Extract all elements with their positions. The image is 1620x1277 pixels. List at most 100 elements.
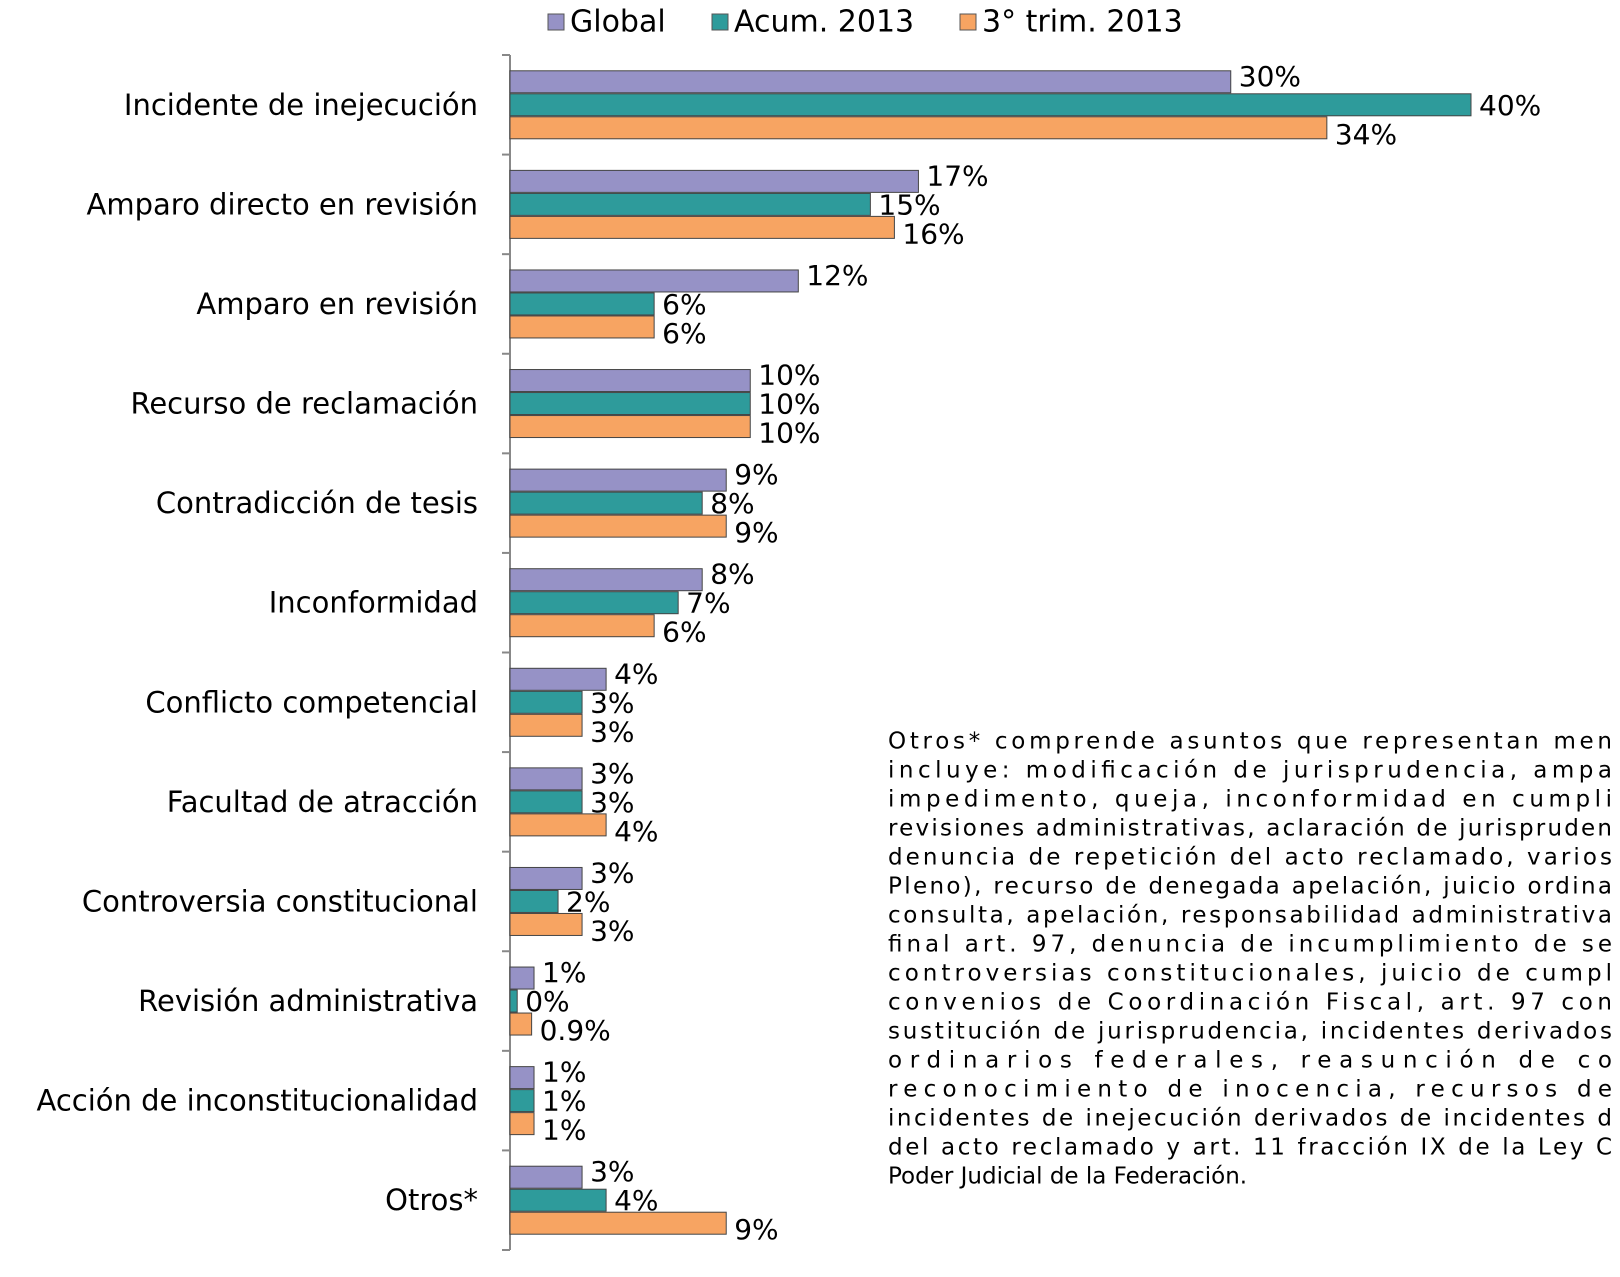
bar	[509, 269, 799, 293]
value-label: 17%	[926, 159, 988, 192]
bar	[509, 215, 895, 239]
category-label: Facultad de atracción	[167, 785, 478, 819]
bar	[509, 568, 703, 592]
category-label: Acción de inconstitucionalidad	[37, 1084, 478, 1118]
category-label: Inconformidad	[269, 586, 478, 620]
bar	[509, 1012, 533, 1036]
bar	[509, 514, 727, 538]
note-line: incidentes de inejecución derivados de i…	[888, 1106, 1612, 1132]
bar	[509, 93, 1472, 117]
value-label: 30%	[1239, 60, 1301, 93]
bar	[509, 1165, 583, 1189]
category-label: Otros*	[385, 1183, 478, 1217]
note-line: del acto reclamado y art. 11 fracción IX…	[888, 1135, 1612, 1161]
bar	[509, 966, 535, 990]
legend-swatch	[711, 13, 729, 31]
value-label: 12%	[806, 259, 868, 292]
value-label: 3%	[590, 757, 634, 790]
category-label: Amparo directo en revisión	[87, 187, 478, 221]
category-label: Controversia constitucional	[82, 884, 478, 918]
bar	[509, 415, 751, 439]
bar	[509, 667, 607, 691]
value-label: 4%	[614, 657, 658, 690]
value-label: 1%	[542, 1085, 586, 1118]
bar	[509, 468, 727, 492]
value-label: 3%	[590, 1155, 634, 1188]
value-label: 3%	[590, 686, 634, 719]
value-label: 40%	[1479, 89, 1541, 122]
note-line: Otros* comprende asuntos que representan…	[888, 729, 1612, 755]
category-label: Recurso de reclamación	[130, 387, 478, 421]
note-line: convenios de Coordinación Fiscal, art. 9…	[888, 990, 1612, 1016]
note-line: reconocimiento de inocencia, recursos de	[888, 1077, 1612, 1103]
value-label: 0.9%	[540, 1014, 611, 1047]
bar	[509, 767, 583, 791]
note-line: controversias constitucionales, juicio d…	[888, 961, 1612, 987]
bar	[509, 614, 655, 638]
bar	[509, 392, 751, 416]
bar	[509, 369, 751, 393]
category-label: Revisión administrativa	[138, 984, 478, 1018]
note-line: ordinarios federales, reasunción de co	[888, 1048, 1612, 1074]
bar	[509, 690, 583, 714]
bar	[509, 1188, 607, 1212]
value-label: 4%	[614, 815, 658, 848]
value-label: 8%	[710, 558, 754, 591]
note-line: impedimento, queja, inconformidad en cum…	[888, 787, 1612, 813]
category-label: Conflicto competencial	[145, 685, 478, 719]
legend-swatch	[959, 13, 977, 31]
value-label: 7%	[686, 587, 730, 620]
value-label: 1%	[542, 956, 586, 989]
note-line: denuncia de repetición del acto reclamad…	[888, 845, 1612, 871]
bar	[509, 292, 655, 316]
value-label: 1%	[542, 1114, 586, 1147]
category-label: Amparo en revisión	[196, 287, 478, 321]
value-label: 10%	[758, 388, 820, 421]
bar	[509, 116, 1328, 140]
bar	[509, 790, 583, 814]
bar	[509, 1211, 727, 1235]
note-line: revisiones administrativas, aclaración d…	[888, 816, 1612, 842]
value-label: 6%	[662, 616, 706, 649]
category-label: Incidente de inejecución	[124, 88, 478, 122]
value-label: 3%	[590, 715, 634, 748]
value-label: 3%	[590, 856, 634, 889]
value-label: 1%	[542, 1056, 586, 1089]
note-line: final art. 97, denuncia de incumplimient…	[888, 932, 1612, 958]
note-line: sustitución de jurisprudencia, incidente…	[888, 1019, 1612, 1045]
value-label: 0%	[525, 985, 569, 1018]
value-label: 9%	[734, 516, 778, 549]
note-line: consulta, apelación, responsabilidad adm…	[888, 903, 1612, 929]
legend-label: Acum. 2013	[734, 5, 914, 40]
bar	[509, 169, 919, 193]
bar	[509, 1112, 535, 1136]
bar	[509, 1066, 535, 1090]
bar	[509, 813, 607, 837]
category-label: Contradicción de tesis	[156, 486, 478, 520]
bar	[509, 889, 559, 913]
value-label: 34%	[1335, 118, 1397, 151]
note-line: incluye: modificación de jurisprudencia,…	[888, 758, 1612, 784]
value-label: 9%	[734, 458, 778, 491]
bar	[509, 491, 703, 515]
value-label: 9%	[734, 1213, 778, 1246]
bar	[509, 315, 655, 339]
value-label: 3%	[590, 914, 634, 947]
value-label: 10%	[758, 359, 820, 392]
value-label: 6%	[662, 288, 706, 321]
bar	[509, 192, 871, 216]
value-label: 16%	[902, 217, 964, 250]
note-line: Poder Judicial de la Federación.	[888, 1164, 1247, 1190]
bar	[509, 70, 1232, 94]
bar	[509, 912, 583, 936]
value-label: 6%	[662, 317, 706, 350]
bar	[509, 591, 679, 615]
bar	[509, 989, 518, 1013]
legend-swatch	[547, 13, 565, 31]
legend-label: 3° trim. 2013	[982, 5, 1183, 40]
bar	[509, 866, 583, 890]
legend-label: Global	[570, 5, 666, 40]
value-label: 10%	[758, 417, 820, 450]
note-line: Pleno), recurso de denegada apelación, j…	[888, 874, 1612, 900]
